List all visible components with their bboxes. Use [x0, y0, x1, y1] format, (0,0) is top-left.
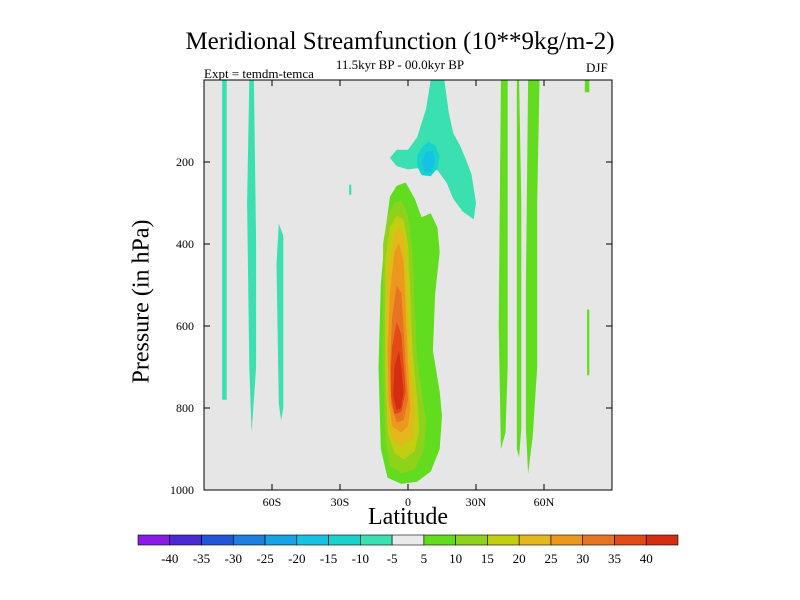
colorbar-swatch-15 [614, 534, 647, 546]
colorbar-label-12: 25 [544, 551, 557, 566]
contour-region-18 [391, 321, 406, 415]
colorbar-swatch-12 [518, 534, 552, 546]
plot-area [204, 80, 612, 490]
colorbar-label-8: 5 [421, 551, 428, 566]
contour-region-0 [222, 80, 227, 400]
contour-region-7 [378, 182, 442, 484]
y-tick-label-4: 1000 [170, 483, 194, 497]
contour-region-10 [525, 80, 540, 474]
x-axis-label: Latitude [368, 504, 448, 530]
colorbar-swatch-3 [232, 534, 266, 546]
contour-region-11 [584, 80, 590, 93]
colorbar-label-9: 10 [449, 551, 462, 566]
experiment-label: Expt = temdm-temca [204, 66, 314, 81]
contour-region-13 [383, 200, 427, 474]
contour-region-9 [516, 80, 522, 458]
contour-region-2 [276, 223, 284, 421]
colorbar: -40 -35 -30 -25 -20 -15 -10 -5 5 10 15 20 25 30 35 40 [137, 534, 679, 566]
colorbar-swatch-2 [201, 534, 234, 546]
colorbar-swatch-1 [169, 534, 202, 546]
colorbar-label-1: -35 [193, 551, 210, 566]
colorbar-label-4: -20 [288, 551, 305, 566]
y-tick-label-0: 200 [176, 155, 194, 169]
colorbar-label-7: -5 [387, 551, 398, 566]
season-label: DJF [586, 60, 608, 75]
colorbar-swatch-14 [582, 534, 615, 546]
contour-layer [222, 80, 590, 484]
colorbar-swatch-0 [137, 534, 171, 546]
contour-region-1 [247, 80, 257, 433]
colorbar-swatch-8 [391, 534, 425, 546]
contour-region-19 [393, 350, 404, 411]
colorbar-label-3: -25 [256, 551, 273, 566]
colorbar-swatch-5 [296, 534, 329, 546]
contour-region-16 [387, 244, 411, 433]
colorbar-label-14: 35 [608, 551, 621, 566]
colorbar-label-0: -40 [161, 551, 178, 566]
colorbar-swatch-9 [423, 534, 456, 546]
colorbar-label-10: 15 [481, 551, 494, 566]
contour-region-3 [349, 184, 352, 195]
colorbar-label-2: -30 [225, 551, 242, 566]
chart-title: Meridional Streamfunction (10**9kg/m-2) [185, 28, 615, 55]
colorbar-swatch-11 [487, 534, 520, 546]
contour-region-5 [417, 141, 440, 177]
contour-region-8 [498, 80, 508, 449]
colorbar-swatch-16 [645, 534, 679, 546]
y-tick-label-3: 800 [176, 401, 194, 415]
y-tick-label-1: 400 [176, 237, 194, 251]
colorbar-swatch-6 [328, 534, 361, 546]
plot-frame [203, 79, 613, 491]
colorbar-label-15: 40 [640, 551, 653, 566]
colorbar-swatch-13 [550, 534, 584, 546]
contour-region-12 [587, 309, 590, 376]
contour-region-15 [386, 225, 415, 447]
colorbar-label-11: 20 [513, 551, 526, 566]
colorbar-label-13: 30 [576, 551, 589, 566]
colorbar-swatch-7 [360, 534, 393, 546]
colorbar-swatch-4 [264, 534, 298, 546]
contour-region-14 [385, 215, 420, 460]
contour-region-6 [421, 150, 436, 173]
y-tick-label-2: 600 [176, 319, 194, 333]
y-axis-label: Pressure (in hPa) [128, 219, 155, 384]
contour-region-17 [389, 285, 408, 423]
contour-region-4 [389, 80, 476, 220]
colorbar-label-5: -15 [320, 551, 337, 566]
colorbar-label-6: -10 [352, 551, 369, 566]
colorbar-swatch-10 [455, 534, 488, 546]
chart-subtitle: 11.5kyr BP - 00.0kyr BP [335, 57, 465, 72]
